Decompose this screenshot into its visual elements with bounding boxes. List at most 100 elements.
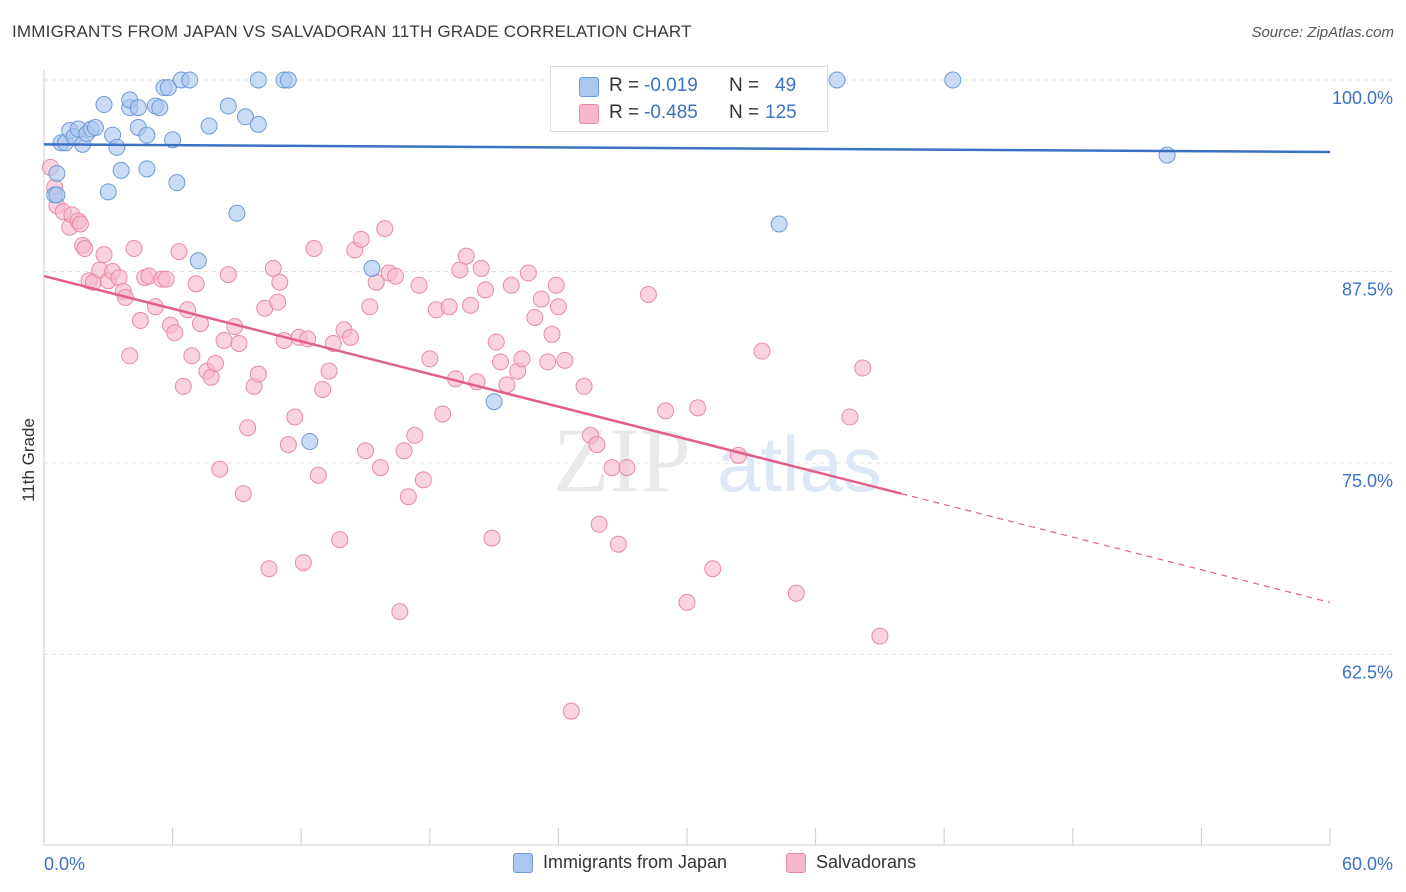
- salvadorans-point: [547, 276, 565, 294]
- salvadorans-point: [309, 466, 327, 484]
- japan-point: [301, 433, 319, 451]
- legend-n-label: N =: [729, 102, 760, 123]
- japan-point: [48, 186, 66, 204]
- salvadorans-point: [549, 298, 567, 316]
- japan-point: [129, 99, 147, 117]
- salvadorans-point: [575, 377, 593, 395]
- salvadorans-point: [352, 230, 370, 248]
- salvadorans-point: [125, 240, 143, 258]
- stats-legend: R = -0.019 N = 49 R = -0.485 N = 125: [550, 66, 828, 132]
- salvadorans-point: [187, 275, 205, 293]
- watermark-zip: ZIP: [553, 409, 691, 511]
- salvadorans-point: [215, 331, 233, 349]
- japan-points: [46, 71, 1176, 451]
- japan-point: [112, 161, 130, 179]
- y-tick-label: 100.0%: [1332, 88, 1393, 108]
- salvadorans-point: [71, 215, 89, 233]
- salvadorans-point: [704, 560, 722, 578]
- salvadorans-point: [487, 333, 505, 351]
- japan-point: [828, 71, 846, 89]
- salvadorans-point: [95, 246, 113, 264]
- y-axis-label: 11th Grade: [19, 418, 38, 502]
- y-tick-labels: 100.0% 87.5% 75.0% 62.5%: [1332, 88, 1393, 683]
- legend-n-value: 49: [775, 75, 797, 96]
- japan-point: [168, 174, 186, 192]
- japan-point: [99, 183, 117, 201]
- legend-swatch-salvadorans: [786, 853, 806, 873]
- salvadorans-point: [260, 560, 278, 578]
- japan-trend-line: [43, 143, 1331, 154]
- legend-r-value: -0.019: [644, 75, 698, 96]
- watermark-atlas: atlas: [717, 420, 882, 508]
- japan-point: [249, 115, 267, 133]
- salvadorans-point: [234, 485, 252, 503]
- legend-r-value: -0.485: [644, 102, 698, 123]
- salvadorans-point: [451, 261, 469, 279]
- legend-swatch-salvadorans: [579, 104, 599, 124]
- salvadorans-point: [787, 584, 805, 602]
- salvadorans-point: [498, 376, 516, 394]
- salvadorans-point: [179, 301, 197, 319]
- chart-title: IMMIGRANTS FROM JAPAN VS SALVADORAN 11TH…: [12, 22, 692, 41]
- japan-point: [159, 79, 177, 97]
- legend-r-label: R =: [609, 102, 640, 123]
- japan-point: [944, 71, 962, 89]
- salvadorans-point: [618, 459, 636, 477]
- salvadorans-point: [314, 380, 332, 398]
- japan-point: [86, 118, 104, 136]
- salvadorans-point: [492, 353, 510, 371]
- salvadorans-point: [502, 276, 520, 294]
- y-tick-label: 62.5%: [1342, 663, 1393, 683]
- salvadorans-point: [183, 347, 201, 365]
- salvadorans-point: [421, 350, 439, 368]
- salvadorans-point: [294, 554, 312, 572]
- japan-point: [1158, 146, 1176, 164]
- x-min-label: 0.0%: [44, 854, 85, 874]
- source-credit: Source: ZipAtlas.com: [1251, 24, 1394, 41]
- axes: [43, 70, 1331, 846]
- salvadorans-point: [331, 531, 349, 549]
- japan-point: [181, 71, 199, 89]
- salvadorans-trend-extension: [901, 493, 1331, 603]
- salvadorans-point: [639, 285, 657, 303]
- salvadorans-point: [871, 627, 889, 645]
- salvadorans-point: [391, 603, 409, 621]
- salvadorans-point: [387, 267, 405, 285]
- salvadorans-point: [131, 312, 149, 330]
- salvadorans-point: [753, 342, 771, 360]
- salvadorans-point: [440, 298, 458, 316]
- salvadorans-point: [462, 296, 480, 314]
- japan-point: [279, 71, 297, 89]
- japan-point: [770, 215, 788, 233]
- y-tick-label: 87.5%: [1342, 280, 1393, 300]
- x-max-label: 60.0%: [1342, 854, 1393, 874]
- salvadorans-point: [206, 354, 224, 372]
- salvadorans-point: [532, 290, 550, 308]
- legend-n-value: 125: [765, 102, 797, 123]
- salvadorans-point: [166, 324, 184, 342]
- japan-point: [363, 259, 381, 277]
- salvadorans-point: [211, 460, 229, 478]
- salvadorans-point: [305, 240, 323, 258]
- salvadorans-point: [519, 264, 537, 282]
- salvadorans-point: [395, 442, 413, 460]
- y-tick-label: 75.0%: [1342, 471, 1393, 491]
- salvadorans-point: [410, 276, 428, 294]
- salvadorans-point: [841, 408, 859, 426]
- salvadorans-point: [279, 436, 297, 454]
- salvadorans-point: [678, 593, 696, 611]
- legend-n-label: N =: [729, 75, 760, 96]
- salvadorans-point: [603, 459, 621, 477]
- salvadorans-point: [434, 405, 452, 423]
- salvadorans-point: [406, 426, 424, 444]
- salvadorans-point: [414, 471, 432, 489]
- salvadorans-point: [271, 273, 289, 291]
- salvadorans-point: [372, 459, 390, 477]
- salvadorans-point: [526, 308, 544, 326]
- legend-label-japan: Immigrants from Japan: [543, 852, 728, 872]
- japan-point: [151, 99, 169, 117]
- salvadorans-point: [513, 350, 531, 368]
- japan-point: [219, 97, 237, 115]
- salvadorans-point: [230, 335, 248, 353]
